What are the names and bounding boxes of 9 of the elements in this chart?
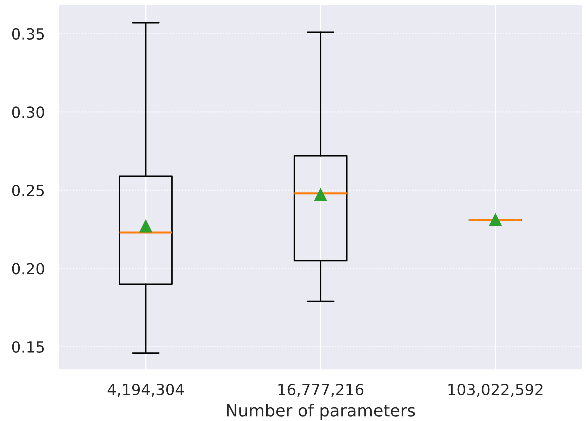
x-axis-title: Number of parameters [227, 404, 416, 420]
y-tick-label: 0.15 [12, 341, 44, 354]
y-tick-label: 0.20 [12, 263, 44, 275]
x-tick-label: 103,022,592 [448, 384, 543, 398]
y-tick-label: 0.30 [12, 106, 44, 118]
x-tick-label: 4,194,304 [108, 384, 184, 398]
x-tick-label: 16,777,216 [278, 384, 364, 398]
y-tick-label: 0.35 [12, 28, 44, 40]
y-tick-label: 0.25 [12, 184, 44, 196]
